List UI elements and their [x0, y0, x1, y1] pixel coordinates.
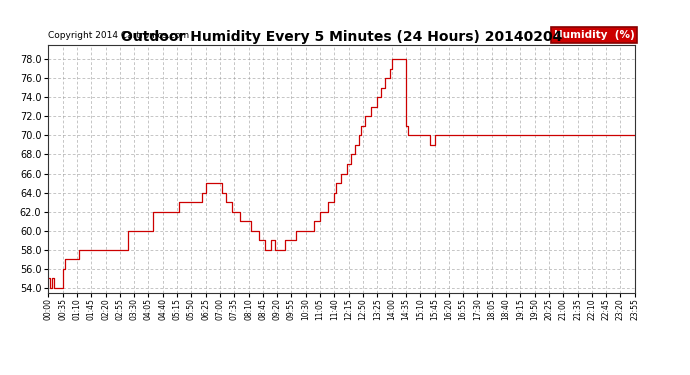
Title: Outdoor Humidity Every 5 Minutes (24 Hours) 20140204: Outdoor Humidity Every 5 Minutes (24 Hou…: [121, 30, 562, 44]
Text: Humidity  (%): Humidity (%): [554, 30, 635, 40]
Text: Copyright 2014 Cartronics.com: Copyright 2014 Cartronics.com: [48, 31, 190, 40]
